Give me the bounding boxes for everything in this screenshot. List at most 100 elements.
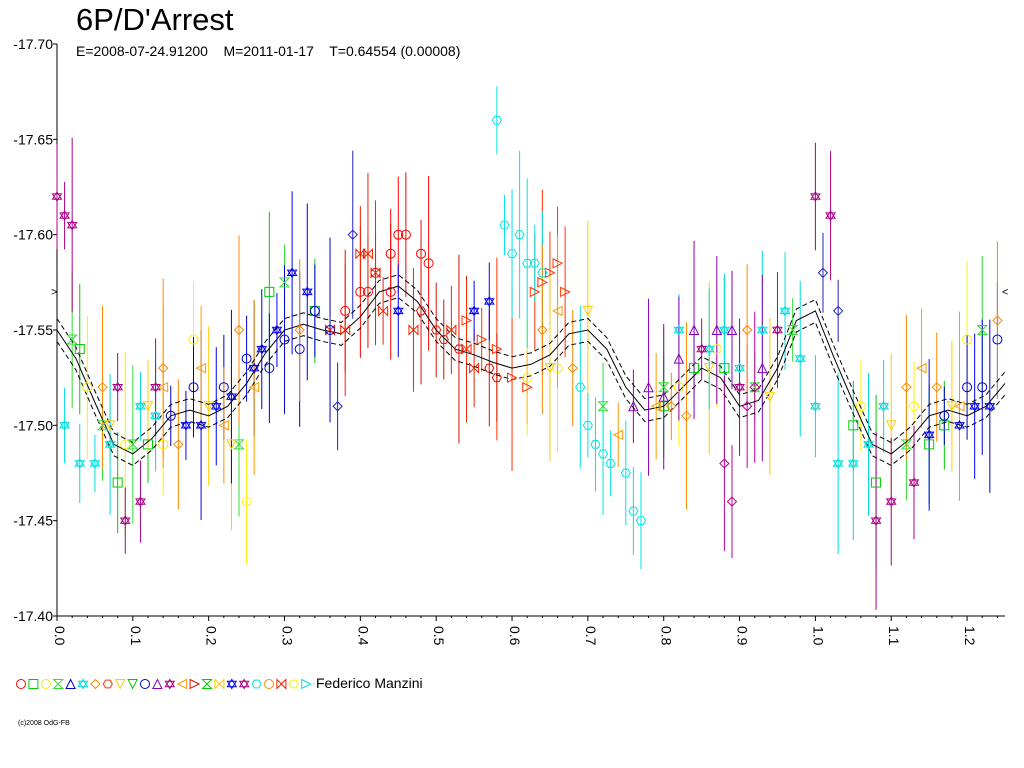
y-tick-label: -17.50 — [13, 417, 53, 433]
data-point — [552, 363, 563, 374]
y-tick-label: -17.55 — [13, 322, 53, 338]
data-point — [104, 438, 116, 450]
legend-symbol — [226, 678, 238, 690]
legend-symbol — [164, 678, 176, 690]
data-point — [772, 324, 783, 336]
data-point — [74, 344, 85, 355]
star-part — [150, 384, 161, 393]
data-point — [416, 248, 427, 259]
legend-symbol — [114, 679, 126, 690]
legend-symbol — [16, 679, 26, 689]
data-point — [195, 362, 207, 374]
data-point — [597, 401, 609, 412]
data-point — [590, 440, 601, 449]
data-point — [605, 459, 616, 468]
data-point — [734, 362, 745, 374]
star-part — [885, 496, 897, 505]
star-part — [256, 345, 268, 355]
data-point — [817, 267, 829, 279]
x-tick-label: 0.5 — [431, 626, 447, 646]
star-part — [779, 305, 791, 315]
left-marker: > — [51, 287, 57, 299]
data-point — [612, 429, 624, 441]
data-point — [226, 439, 237, 451]
legend-symbol — [238, 678, 250, 690]
x-tick-label: 1.1 — [886, 626, 902, 646]
data-point — [112, 381, 124, 393]
star-part — [226, 393, 237, 403]
legend-symbol — [102, 679, 113, 689]
data-point — [59, 210, 70, 222]
data-point — [756, 324, 768, 336]
data-point — [522, 372, 533, 383]
data-point — [142, 401, 154, 412]
star-part — [734, 384, 745, 393]
data-point — [779, 305, 791, 317]
x-tick-label: 0.0 — [52, 626, 68, 646]
chart-subtitle: E=2008-07-24.91200 M=2011-01-17 T=0.6455… — [76, 43, 461, 59]
star-part — [180, 422, 192, 431]
data-point — [757, 362, 768, 374]
data-point — [689, 363, 700, 374]
data-point — [529, 286, 541, 298]
x-tick-label: 0.7 — [583, 626, 599, 646]
data-point — [499, 220, 510, 230]
data-point — [135, 496, 146, 508]
star-part — [908, 477, 920, 486]
data-point — [870, 515, 882, 527]
data-point — [537, 324, 548, 336]
legend-symbol — [127, 679, 138, 690]
data-point — [173, 439, 184, 450]
data-point — [635, 516, 647, 526]
data-point — [718, 324, 730, 336]
data-point — [962, 334, 973, 345]
star-part — [703, 345, 715, 355]
star-part — [878, 400, 890, 410]
star-part — [809, 193, 821, 202]
data-point — [279, 334, 290, 345]
data-point — [278, 277, 291, 288]
star-part — [885, 498, 897, 508]
data-point — [491, 373, 502, 383]
legend-symbols — [16, 678, 314, 690]
x-tick-label: 1.0 — [810, 626, 826, 646]
star-part — [825, 212, 836, 222]
legend-symbol — [288, 679, 299, 689]
data-point — [885, 420, 897, 431]
star-part — [150, 412, 161, 422]
x-tick-label: 0.8 — [659, 626, 675, 646]
star-part — [832, 460, 844, 469]
data-point — [188, 334, 199, 345]
legend-symbol — [189, 678, 201, 690]
star-part — [104, 438, 116, 448]
star-part — [468, 305, 480, 315]
star-part — [77, 678, 89, 688]
data-point — [484, 363, 495, 373]
star-part — [832, 458, 844, 467]
star-part — [248, 362, 260, 372]
data-point — [878, 400, 890, 412]
data-point — [468, 305, 480, 317]
data-point — [749, 381, 760, 393]
data-point — [969, 400, 981, 412]
star-part — [210, 403, 222, 412]
data-point — [248, 381, 260, 393]
star-part — [271, 324, 283, 334]
y-tick-label: -17.65 — [13, 131, 53, 147]
star-part — [794, 353, 806, 362]
data-point — [976, 325, 988, 335]
legend-symbol — [52, 679, 64, 689]
data-point — [264, 286, 275, 297]
star-part — [870, 515, 882, 524]
data-point — [544, 267, 556, 279]
data-point — [551, 305, 563, 317]
data-point — [871, 477, 882, 488]
star-part — [969, 400, 981, 410]
legend-symbol — [201, 679, 213, 689]
data-point — [378, 305, 389, 317]
star-part — [483, 295, 495, 305]
data-point — [522, 381, 533, 393]
star-part — [238, 678, 250, 688]
data-point — [597, 449, 609, 459]
legend-symbol — [40, 679, 51, 689]
